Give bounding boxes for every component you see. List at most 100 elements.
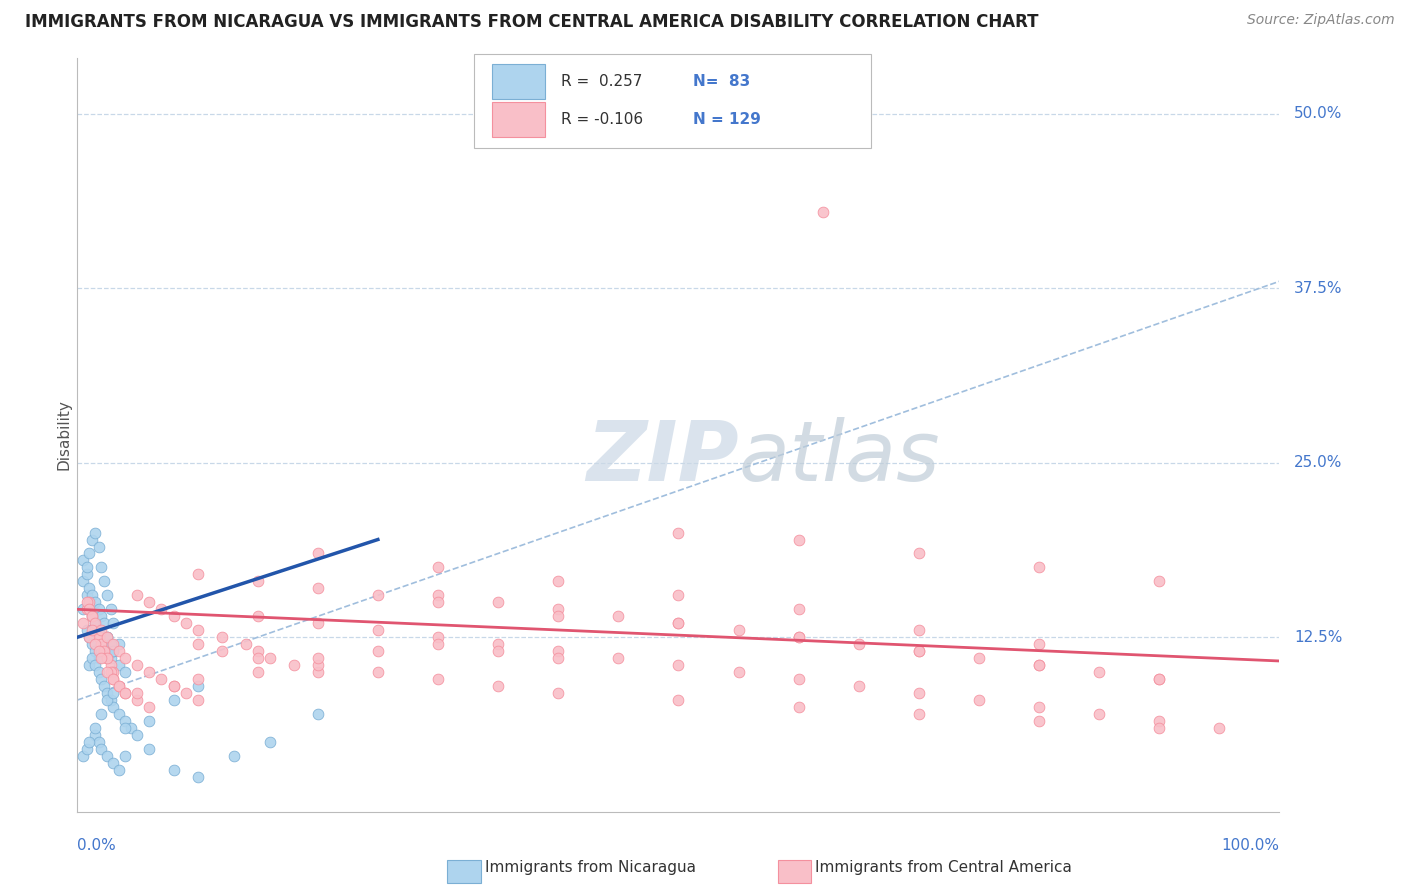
Point xyxy=(246,651,269,665)
Point xyxy=(72,602,94,616)
Point xyxy=(108,644,131,658)
Point xyxy=(367,644,389,658)
Point xyxy=(108,706,131,721)
Point xyxy=(76,624,98,638)
Point xyxy=(79,582,101,596)
Point xyxy=(100,637,122,651)
Point xyxy=(246,609,269,624)
Point xyxy=(138,700,160,714)
Point xyxy=(103,700,125,714)
Point xyxy=(103,644,125,658)
Text: 50.0%: 50.0% xyxy=(1294,106,1343,121)
Point xyxy=(1028,637,1050,651)
Point xyxy=(108,637,131,651)
Point xyxy=(127,658,149,673)
Point xyxy=(76,742,98,756)
Point xyxy=(727,624,749,638)
Point xyxy=(607,609,630,624)
Point xyxy=(76,588,98,602)
Point xyxy=(79,595,101,609)
Point xyxy=(787,672,810,686)
Point xyxy=(90,609,112,624)
Point xyxy=(90,742,112,756)
Text: 100.0%: 100.0% xyxy=(1222,838,1279,853)
Point xyxy=(307,706,329,721)
Point xyxy=(162,609,184,624)
Point xyxy=(96,651,118,665)
Point xyxy=(84,624,107,638)
Point xyxy=(80,609,103,624)
Point xyxy=(186,637,209,651)
Point xyxy=(787,602,810,616)
Point xyxy=(80,651,103,665)
Point xyxy=(787,533,810,547)
Point xyxy=(1149,721,1171,735)
Text: IMMIGRANTS FROM NICARAGUA VS IMMIGRANTS FROM CENTRAL AMERICA DISABILITY CORRELAT: IMMIGRANTS FROM NICARAGUA VS IMMIGRANTS … xyxy=(25,13,1039,31)
Text: N=  83: N= 83 xyxy=(693,74,749,89)
Point xyxy=(1088,665,1111,680)
Point xyxy=(1149,672,1171,686)
Point xyxy=(668,616,690,631)
Point xyxy=(84,595,107,609)
Point xyxy=(72,574,94,589)
Point xyxy=(76,595,98,609)
Point xyxy=(87,735,110,749)
Point xyxy=(84,728,107,742)
Point xyxy=(90,672,112,686)
Point xyxy=(307,651,329,665)
Point xyxy=(427,595,450,609)
Point xyxy=(307,582,329,596)
Point xyxy=(787,630,810,644)
Point xyxy=(668,693,690,707)
Point xyxy=(87,644,110,658)
Point xyxy=(427,560,450,574)
Point xyxy=(668,616,690,631)
Point xyxy=(138,595,160,609)
Point xyxy=(1028,714,1050,728)
Text: Immigrants from Nicaragua: Immigrants from Nicaragua xyxy=(485,860,696,874)
Point xyxy=(79,658,101,673)
Point xyxy=(908,624,931,638)
Point xyxy=(96,748,118,763)
FancyBboxPatch shape xyxy=(474,54,870,148)
Point xyxy=(127,686,149,700)
Point xyxy=(367,588,389,602)
Point xyxy=(246,665,269,680)
Point xyxy=(186,672,209,686)
Text: atlas: atlas xyxy=(738,417,941,498)
Point xyxy=(162,763,184,777)
Point xyxy=(84,616,107,631)
Point xyxy=(1149,574,1171,589)
Point xyxy=(79,630,101,644)
Point xyxy=(79,630,101,644)
Point xyxy=(114,651,136,665)
Point xyxy=(150,672,173,686)
Point xyxy=(246,574,269,589)
Text: N = 129: N = 129 xyxy=(693,112,761,128)
Point xyxy=(108,679,131,693)
Point xyxy=(103,756,125,770)
Point xyxy=(607,651,630,665)
Point xyxy=(87,540,110,554)
Point xyxy=(547,574,569,589)
Point xyxy=(127,728,149,742)
Point xyxy=(72,616,94,631)
Point xyxy=(93,644,115,658)
Point xyxy=(787,630,810,644)
Point xyxy=(90,560,112,574)
Point xyxy=(211,644,233,658)
Point xyxy=(100,602,122,616)
Point xyxy=(427,630,450,644)
Text: R =  0.257: R = 0.257 xyxy=(561,74,643,89)
Point xyxy=(787,700,810,714)
Point xyxy=(486,644,509,658)
Point xyxy=(486,679,509,693)
Point xyxy=(87,602,110,616)
Point xyxy=(80,533,103,547)
Point xyxy=(79,602,101,616)
Point xyxy=(96,651,118,665)
FancyBboxPatch shape xyxy=(492,64,546,99)
Point xyxy=(668,658,690,673)
Point xyxy=(93,574,115,589)
Point xyxy=(96,644,118,658)
